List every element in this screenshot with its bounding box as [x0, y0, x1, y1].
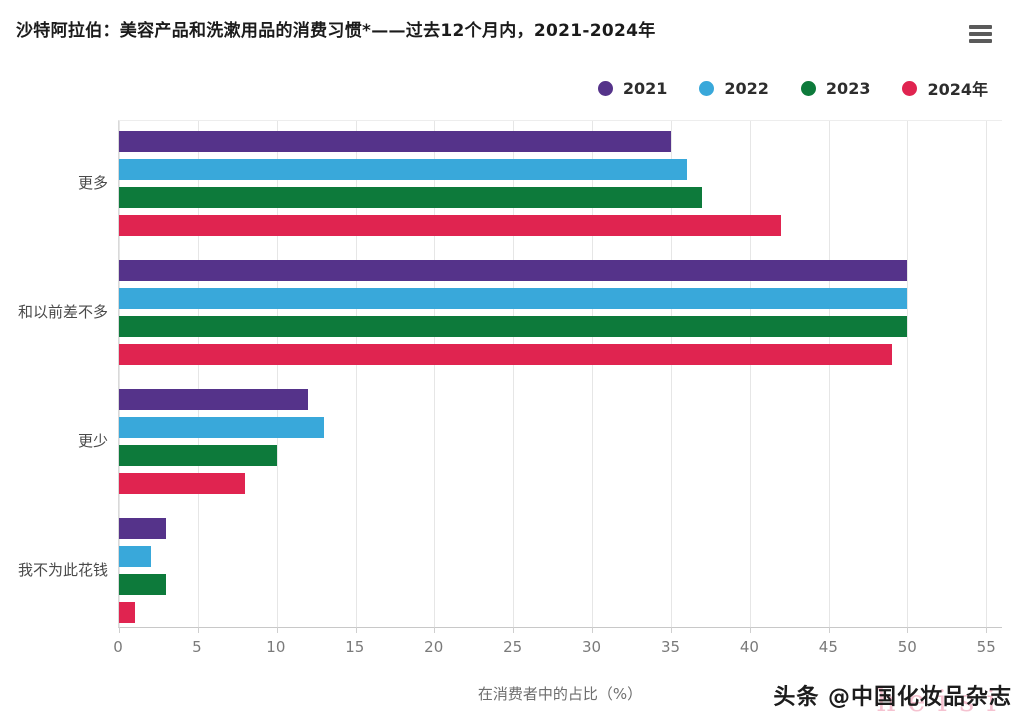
- category-label-0: 更多: [77, 173, 108, 192]
- gridline-10: [276, 121, 278, 627]
- legend-dot-icon: [699, 80, 715, 96]
- bar-2024年-更多: [119, 215, 782, 236]
- gridline-20: [434, 121, 436, 627]
- bar-2024年-更少: [119, 473, 246, 494]
- category-label-1: 和以前差不多: [17, 302, 108, 321]
- tick-mark-50: [907, 627, 909, 633]
- legend-label: 2022: [724, 78, 769, 98]
- tick-mark-45: [828, 627, 830, 633]
- x-tick-label-50: 50: [897, 638, 917, 656]
- x-tick-label-40: 40: [739, 638, 759, 656]
- tick-mark-10: [276, 627, 278, 633]
- legend-dot-icon: [800, 80, 816, 96]
- bar-2023-和以前差不多: [119, 316, 908, 337]
- x-tick-label-35: 35: [660, 638, 681, 656]
- gridline-55: [986, 121, 988, 627]
- gridline-40: [749, 121, 751, 627]
- tick-mark-55: [986, 627, 988, 633]
- bar-2023-更多: [119, 187, 703, 208]
- tick-mark-15: [355, 627, 357, 633]
- gridline-45: [828, 121, 830, 627]
- bar-2021-和以前差不多: [119, 260, 908, 281]
- tick-mark-25: [513, 627, 515, 633]
- bar-2022-更多: [119, 159, 687, 180]
- watermark-source-text: 头条 @中国化妆品杂志: [773, 685, 1012, 710]
- x-tick-label-15: 15: [345, 638, 365, 656]
- gridline-25: [513, 121, 515, 627]
- x-tick-label-45: 45: [818, 638, 838, 656]
- x-tick-label-20: 20: [424, 638, 444, 656]
- gridline-50: [907, 121, 909, 627]
- page-title: 沙特阿拉伯：美容产品和洗漱用品的消费习惯*——过去12个月内，2021-2024…: [16, 21, 656, 41]
- category-label-2: 更少: [77, 431, 108, 450]
- bar-2022-和以前差不多: [119, 288, 908, 309]
- category-label-3: 我不为此花钱: [17, 560, 108, 579]
- gridline-15: [355, 121, 357, 627]
- x-tick-label-25: 25: [503, 638, 523, 656]
- gridline-30: [592, 121, 594, 627]
- bar-2022-更少: [119, 417, 324, 438]
- bar-2021-更多: [119, 131, 671, 152]
- tick-mark-0: [119, 627, 120, 633]
- bar-2021-我不为此花钱: [119, 518, 167, 539]
- gridline-5: [197, 121, 199, 627]
- legend-dot-icon: [597, 80, 613, 96]
- legend-label: 2023: [825, 78, 871, 98]
- bar-2023-我不为此花钱: [119, 574, 167, 595]
- bar-2023-更少: [119, 445, 277, 466]
- x-tick-label-10: 10: [266, 638, 286, 656]
- gridline-35: [670, 121, 672, 627]
- legend-dot-icon: [902, 80, 918, 96]
- x-tick-label-5: 5: [192, 638, 202, 656]
- legend-item-2022: 2022: [699, 79, 769, 98]
- legend-item-2021: 2021: [597, 78, 668, 98]
- bar-2022-我不为此花钱: [119, 546, 151, 567]
- bar-2021-更少: [119, 389, 309, 410]
- x-axis-label: 在消费者中的占比（%）: [477, 685, 643, 703]
- plot-area: [118, 120, 1002, 633]
- watermark: heisi 头条 @中国化妆品杂志: [773, 679, 1012, 719]
- watermark-faint-text: heisi: [876, 684, 1008, 719]
- legend-label: 2024年: [927, 80, 988, 99]
- legend: 2021 2022 2023 2024年: [597, 76, 988, 100]
- legend-label: 2021: [622, 78, 668, 98]
- hamburger-bar: [969, 39, 992, 43]
- tick-mark-20: [434, 627, 436, 633]
- tick-mark-5: [197, 627, 199, 633]
- x-tick-label-0: 0: [113, 638, 123, 656]
- hamburger-bar: [969, 25, 992, 29]
- x-tick-label-30: 30: [582, 638, 602, 656]
- hamburger-menu-icon[interactable]: [969, 25, 992, 46]
- bar-2024年-和以前差不多: [119, 344, 892, 365]
- tick-mark-35: [670, 627, 672, 633]
- legend-item-2024年: 2024年: [902, 76, 988, 100]
- tick-mark-30: [592, 627, 594, 633]
- gridline-0: [119, 121, 120, 627]
- bar-2024年-我不为此花钱: [119, 602, 135, 623]
- x-tick-label-55: 55: [976, 638, 996, 656]
- tick-mark-40: [749, 627, 751, 633]
- legend-item-2023: 2023: [800, 78, 871, 98]
- hamburger-bar: [969, 32, 992, 36]
